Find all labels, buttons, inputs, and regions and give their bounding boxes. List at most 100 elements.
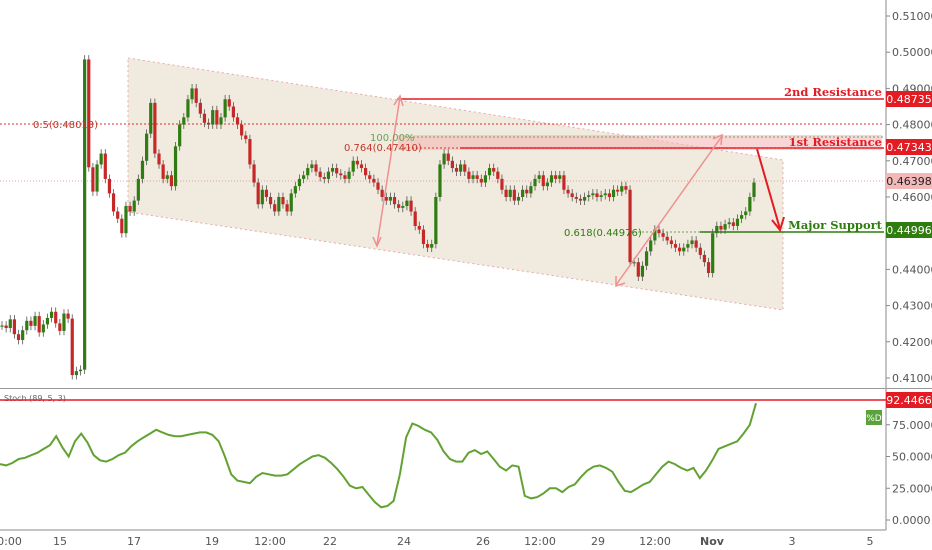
stochastic-level-value: 92.4466 [886, 394, 932, 407]
candle-body [727, 222, 731, 225]
stochastic-badge[interactable] [866, 410, 882, 425]
candle-body [504, 189, 508, 197]
current-price-tag [886, 173, 932, 189]
candle-body [570, 193, 574, 197]
candle-body [219, 117, 223, 125]
candle-body [632, 262, 636, 264]
candle-body [405, 200, 409, 207]
time-tick-label: 15 [53, 535, 67, 548]
candle-body [149, 102, 153, 134]
candle-body [463, 164, 467, 172]
descending-channel [127, 57, 784, 311]
candle-body [41, 324, 45, 333]
candle-body [58, 323, 62, 331]
candle-body [62, 313, 66, 331]
candle-body [545, 182, 550, 187]
candle-body [70, 318, 74, 376]
candle-body [314, 164, 318, 172]
candle-body [330, 168, 335, 172]
candle-body [682, 247, 686, 252]
first-resistance-value: 0.47343 [886, 141, 932, 154]
candle-body [25, 320, 29, 331]
candle-body [636, 262, 640, 277]
candle-body [347, 171, 351, 179]
candle-body [99, 153, 103, 165]
candle-body [706, 262, 711, 274]
candle-body [417, 225, 421, 230]
candle-body [136, 178, 140, 201]
candle-body [252, 164, 256, 183]
candle-body [111, 193, 116, 212]
swing-arrow-up-1-head [393, 94, 404, 107]
candle-body [277, 197, 281, 212]
candle-body [723, 224, 727, 230]
candle-body [525, 189, 529, 194]
candle-body [368, 175, 372, 179]
candle-body [558, 175, 562, 179]
candle-body [206, 122, 211, 125]
candle-body [752, 182, 756, 197]
time-tick-label: 5 [867, 535, 874, 548]
candle-body [173, 146, 178, 187]
stochastic-axis-ticks: 75.0000 50.0000 25.0000 0.0000 [886, 419, 932, 527]
candle-body [607, 193, 611, 197]
candle-body [731, 222, 735, 226]
time-tick-label: 17 [127, 535, 141, 548]
candle-body [91, 167, 95, 192]
candle-body [438, 164, 442, 197]
candle-body [256, 182, 260, 205]
candle-body [578, 198, 583, 201]
candle-body [479, 178, 483, 183]
candle-body [240, 124, 244, 136]
time-tick-label: 3 [789, 535, 796, 548]
candle-body [178, 124, 182, 147]
candle-body [376, 182, 380, 190]
candle-body [103, 153, 107, 179]
candle-body [87, 59, 91, 168]
candle-body [496, 171, 500, 179]
time-tick-label: 29 [591, 535, 605, 548]
second-resistance-value: 0.48735 [886, 93, 932, 106]
candle-body [194, 88, 198, 103]
fib-0.5-label: 0.5(0.48013) [33, 120, 98, 131]
candle-body [508, 189, 512, 197]
stoch-tick-label: 50.0000 [892, 451, 932, 464]
candle-body [533, 178, 537, 187]
candle-body [248, 139, 252, 165]
candle-body [264, 189, 269, 197]
candle-body [54, 311, 58, 324]
candle-body [310, 164, 314, 169]
stoch-tick-label: 0.0000 [892, 514, 931, 527]
first-resistance-label: 1st Resistance [789, 135, 882, 149]
candle-body [4, 325, 8, 329]
candle-body [153, 102, 157, 154]
candle-body [471, 175, 475, 179]
candle-body [628, 189, 632, 263]
candle-body [446, 153, 450, 161]
candle-body [669, 240, 673, 245]
time-tick-label: 12:00 [639, 535, 671, 548]
time-tick-label: 12:00 [254, 535, 286, 548]
candle-body [421, 229, 426, 245]
candle-body [401, 206, 405, 208]
candle-body [211, 110, 215, 125]
candle-body [611, 189, 616, 197]
candle-body [397, 204, 401, 208]
fib-100-label: 100.00% [370, 133, 415, 144]
candle-body [665, 236, 669, 241]
resistance-zone [398, 135, 882, 150]
candle-body [161, 164, 165, 179]
candle-body [661, 233, 665, 237]
candle-body [268, 197, 273, 205]
candle-body [380, 189, 384, 197]
candle-body [624, 186, 628, 190]
candle-body [529, 186, 533, 194]
candle-body [297, 178, 302, 187]
candle-body [74, 371, 78, 376]
candle-body [215, 110, 219, 125]
